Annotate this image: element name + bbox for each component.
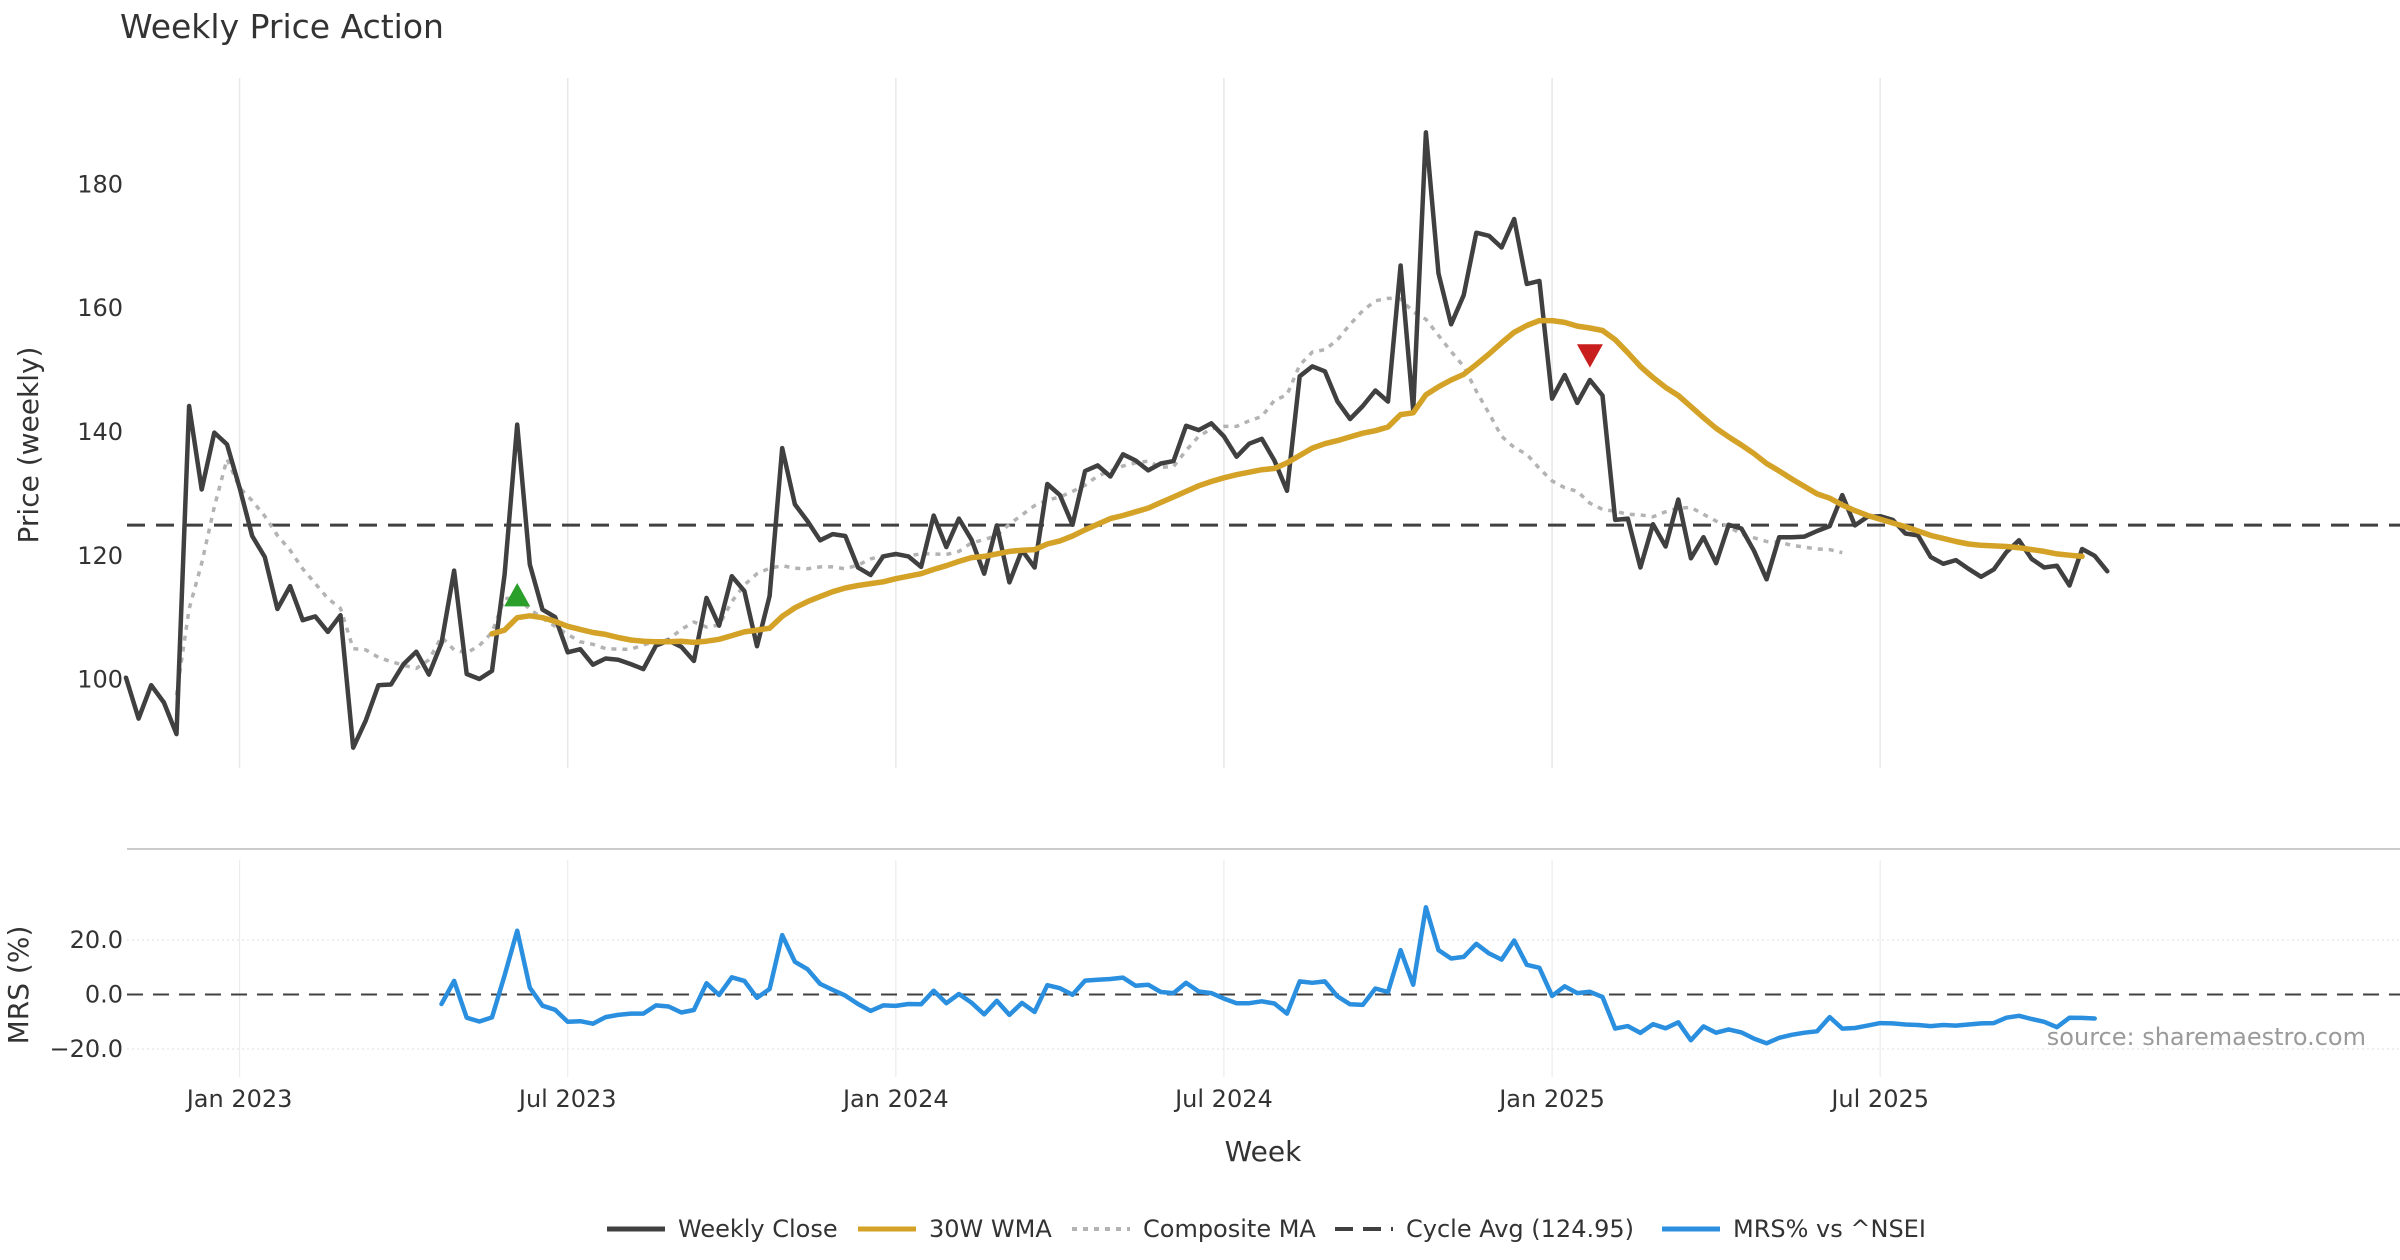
legend-label: MRS% vs ^NSEI (1733, 1215, 1926, 1243)
buy-signal-marker (504, 583, 531, 607)
source-watermark: source: sharemaestro.com (2047, 1023, 2366, 1051)
mrs-y-tick-label: −20.0 (49, 1035, 123, 1063)
mrs-line (439, 905, 2097, 1046)
legend-label: 30W WMA (929, 1215, 1052, 1243)
price-series (123, 130, 2400, 750)
price-y-tick-label: 160 (77, 294, 123, 322)
legend-label: Composite MA (1143, 1215, 1316, 1243)
x-tick-label: Jan 2023 (185, 1085, 293, 1113)
composite-ma-line (174, 296, 1843, 696)
price-y-tick-label: 100 (77, 666, 123, 694)
price-y-axis-label: Price (weekly) (12, 347, 45, 544)
x-axis-label: Week (1225, 1135, 1302, 1168)
wma-30w-line (489, 317, 2085, 646)
weekly-close-line (123, 130, 2110, 750)
price-y-tick-label: 180 (77, 170, 123, 198)
price-y-ticks: 100 120 140 160 180 (77, 170, 123, 693)
x-tick-label: Jul 2024 (1173, 1085, 1273, 1113)
x-axis-ticks: Jan 2023 Jul 2023 Jan 2024 Jul 2024 Jan 2025… (185, 1085, 1929, 1113)
x-tick-label: Jul 2025 (1829, 1085, 1929, 1113)
x-tick-label: Jan 2025 (1497, 1085, 1605, 1113)
chart-title: Weekly Price Action (120, 7, 444, 46)
signal-markers (504, 344, 1603, 607)
mrs-y-axis-label: MRS (%) (2, 926, 35, 1045)
price-y-tick-label: 140 (77, 418, 123, 446)
legend-label: Weekly Close (678, 1215, 838, 1243)
mrs-y-tick-label: 0.0 (85, 981, 123, 1009)
mrs-panel-grid (127, 860, 2400, 1077)
x-tick-label: Jan 2024 (841, 1085, 949, 1113)
mrs-y-ticks: −20.0 0.0 20.0 (49, 926, 123, 1063)
legend: Weekly Close 30W WMA Composite MA Cycle Avg… (607, 1215, 1926, 1243)
sell-signal-marker (1576, 344, 1603, 368)
price-y-tick-label: 120 (77, 542, 123, 570)
mrs-y-tick-label: 20.0 (70, 926, 123, 954)
price-panel-grid (238, 78, 1881, 768)
legend-label: Cycle Avg (124.95) (1406, 1215, 1634, 1243)
x-tick-label: Jul 2023 (517, 1085, 617, 1113)
mrs-series (439, 905, 2097, 1046)
